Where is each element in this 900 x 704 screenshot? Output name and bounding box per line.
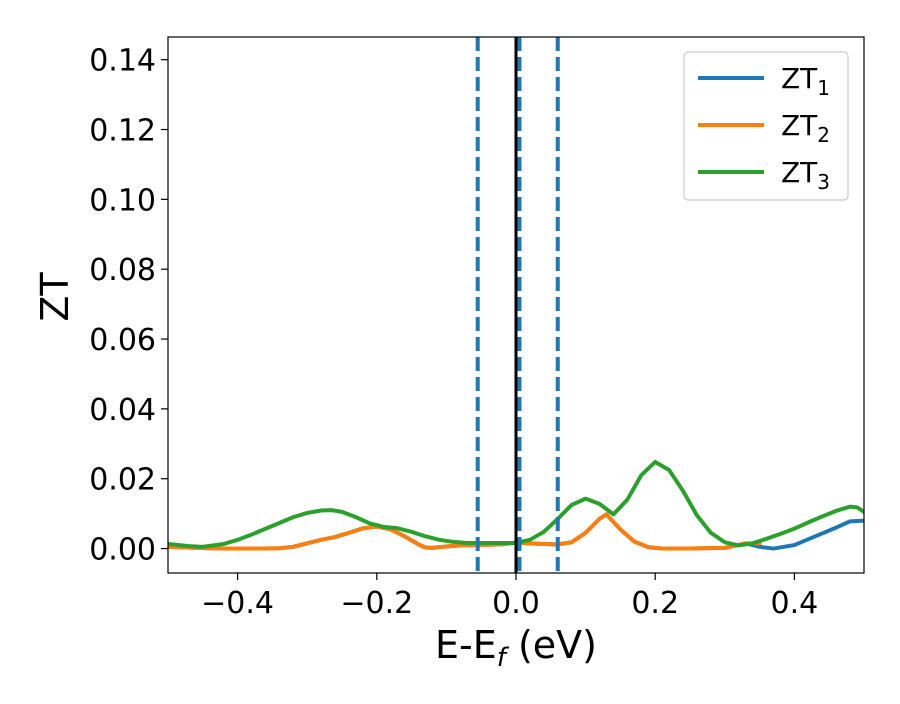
series-line-zt2: [168, 512, 762, 551]
x-axis-label-unit: (eV): [506, 623, 597, 667]
legend: ZT1 ZT2 ZT3: [683, 51, 849, 201]
x-axis-label: E-Ef (eV): [435, 623, 597, 673]
y-tick-label: 0.10: [89, 183, 156, 218]
y-tick-label: 0.06: [89, 323, 156, 358]
series-line-zt3: [168, 459, 864, 549]
x-axis-label-main: E-E: [435, 623, 497, 667]
y-tick-label: 0.12: [89, 114, 156, 149]
x-tick-label: 0.4: [771, 586, 819, 621]
axis-ticks: −0.4 −0.2 0.0 0.2 0.4 0.00 0.02 0.04 0.06 0.08 0.1…: [89, 44, 818, 621]
legend-box: [683, 51, 849, 201]
x-tick-label: −0.2: [340, 586, 413, 621]
x-tick-label: 0.0: [492, 586, 540, 621]
y-tick-label: 0.00: [89, 533, 156, 568]
plot-area: [168, 37, 864, 573]
legend-label-zt1: ZT1: [781, 62, 830, 100]
legend-entry-zt3: ZT3: [698, 156, 830, 194]
legend-label-zt2: ZT2: [781, 109, 830, 147]
legend-entry-zt2: ZT2: [698, 109, 830, 147]
y-tick-label: 0.14: [89, 44, 156, 79]
x-tick-label: 0.2: [631, 586, 679, 621]
y-tick-label: 0.08: [89, 253, 156, 288]
y-axis-label: ZT: [33, 272, 77, 322]
y-tick-label: 0.02: [89, 463, 156, 498]
x-tick-label: −0.4: [201, 586, 274, 621]
y-tick-label: 0.04: [89, 393, 156, 428]
legend-entry-zt1: ZT1: [698, 62, 830, 100]
legend-label-zt3: ZT3: [781, 156, 830, 194]
